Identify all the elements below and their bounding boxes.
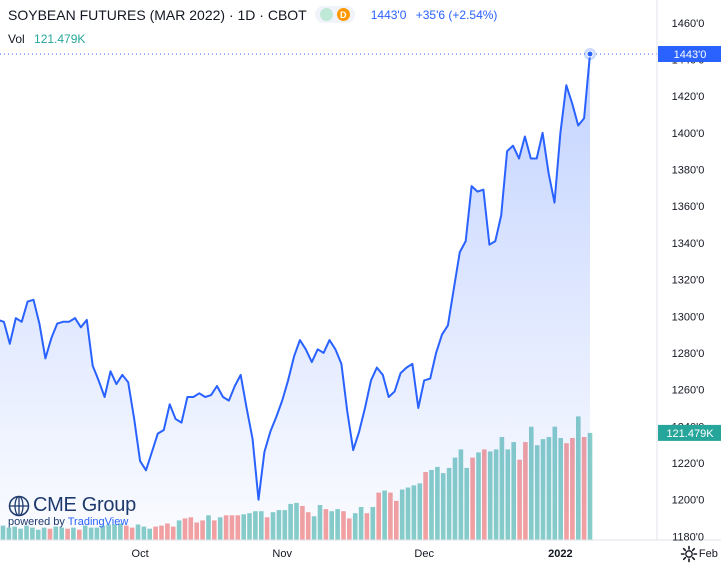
cme-brand-text: CME Group <box>33 494 136 516</box>
y-tick-label: 1340'0 <box>672 238 705 250</box>
y-tick-label: 1300'0 <box>672 311 705 323</box>
x-tick-label: Feb <box>699 548 718 560</box>
volume-label: Vol <box>8 32 25 46</box>
x-tick-label: Nov <box>272 548 292 560</box>
y-tick-label: 1460'0 <box>672 18 705 30</box>
last-volume-label: 121.479K <box>658 424 721 441</box>
y-tick-label: 1380'0 <box>672 165 705 177</box>
market-status[interactable]: D <box>314 6 355 23</box>
powered-by-text: powered by TradingView <box>8 516 136 528</box>
cme-globe-icon <box>8 495 30 516</box>
market-open-indicator <box>319 8 333 21</box>
price-change-value: +35'6 (+2.54%) <box>415 7 498 22</box>
y-tick-label: 1360'0 <box>672 201 705 213</box>
y-tick-label: 1260'0 <box>672 385 705 397</box>
price-area-fill <box>0 54 590 540</box>
y-tick-label: 1420'0 <box>672 91 705 103</box>
x-tick-label: 2022 <box>548 548 572 560</box>
last-price-value: 1443'0 <box>370 7 407 22</box>
symbol-title[interactable]: SOYBEAN FUTURES (MAR 2022) · 1D · CBOT <box>8 6 307 23</box>
price-readout: 1443'0 +35'6 (+2.54%) <box>371 8 504 22</box>
volume-legend[interactable]: Vol 121.479K <box>8 32 85 46</box>
symbol-header[interactable]: SOYBEAN FUTURES (MAR 2022) · 1D · CBOT D… <box>8 6 503 23</box>
x-tick-label: Oct <box>132 548 149 560</box>
svg-text:1443'0: 1443'0 <box>674 49 707 61</box>
y-tick-label: 1220'0 <box>672 458 705 470</box>
tradingview-label: TradingView <box>67 516 129 528</box>
x-axis[interactable]: Oct Nov Dec 2022 Feb <box>132 548 718 560</box>
last-price-label: 1443'0 <box>658 46 721 62</box>
price-line <box>0 53 591 501</box>
y-tick-label: 1400'0 <box>672 128 705 140</box>
last-price-marker <box>584 48 596 60</box>
y-tick-label: 1320'0 <box>672 275 705 287</box>
y-axis[interactable]: 1180'01200'01220'01240'01260'01280'01300… <box>672 18 705 544</box>
y-tick-label: 1280'0 <box>672 348 705 360</box>
data-status-badge: D <box>336 8 350 21</box>
volume-value: 121.479K <box>34 32 86 46</box>
x-tick-label: Dec <box>414 548 434 560</box>
y-tick-label: 1200'0 <box>672 495 705 507</box>
y-tick-label: 1180'0 <box>672 531 704 543</box>
powered-by-label: powered by <box>8 516 65 528</box>
settings-gear-icon[interactable] <box>680 545 698 563</box>
cme-watermark: CME Group powered by TradingView <box>8 494 136 528</box>
svg-text:121.479K: 121.479K <box>666 428 714 440</box>
